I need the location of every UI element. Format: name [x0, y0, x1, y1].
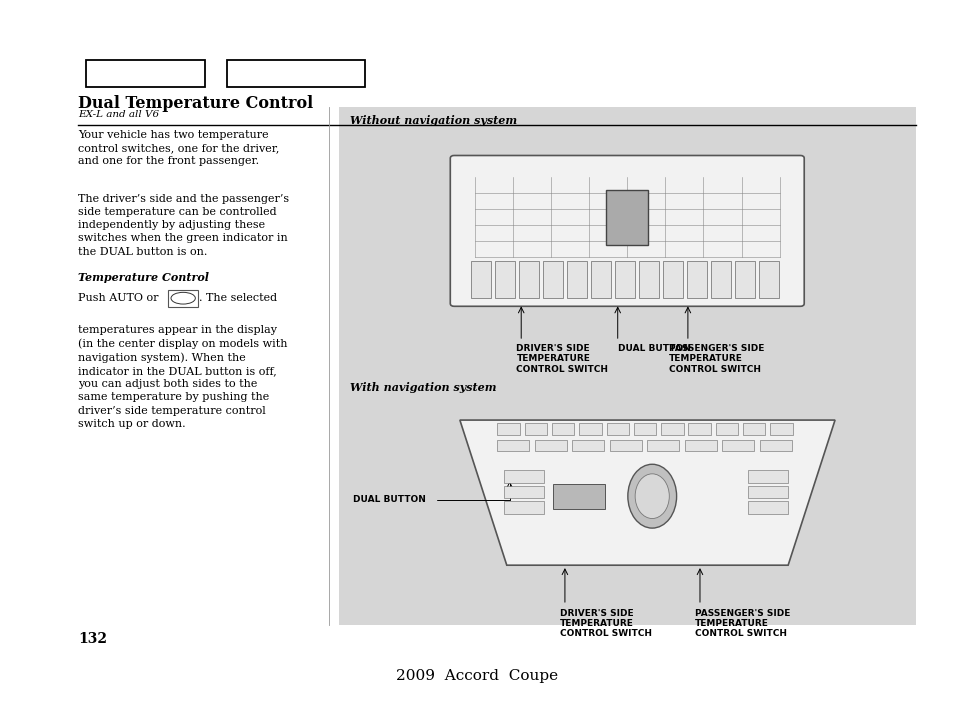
FancyBboxPatch shape	[639, 261, 659, 298]
FancyBboxPatch shape	[591, 261, 610, 298]
FancyBboxPatch shape	[503, 486, 543, 498]
Text: Your vehicle has two temperature
control switches, one for the driver,
and one f: Your vehicle has two temperature control…	[78, 130, 279, 166]
Text: The driver’s side and the passenger’s
side temperature can be controlled
indepen: The driver’s side and the passenger’s si…	[78, 194, 289, 256]
Text: DRIVER'S SIDE
TEMPERATURE
CONTROL SWITCH: DRIVER'S SIDE TEMPERATURE CONTROL SWITCH	[559, 608, 652, 638]
FancyBboxPatch shape	[497, 423, 519, 435]
FancyBboxPatch shape	[747, 486, 787, 498]
FancyBboxPatch shape	[633, 423, 656, 435]
FancyBboxPatch shape	[168, 290, 198, 307]
FancyBboxPatch shape	[721, 439, 754, 451]
Ellipse shape	[635, 474, 669, 518]
FancyBboxPatch shape	[503, 470, 543, 483]
FancyBboxPatch shape	[662, 261, 682, 298]
Text: DRIVER'S SIDE
TEMPERATURE
CONTROL SWITCH: DRIVER'S SIDE TEMPERATURE CONTROL SWITCH	[516, 344, 608, 373]
FancyBboxPatch shape	[524, 423, 546, 435]
Text: DUAL BUTTON: DUAL BUTTON	[618, 344, 690, 353]
Text: Without navigation system: Without navigation system	[350, 115, 517, 126]
Text: EX-L and all V6: EX-L and all V6	[78, 110, 159, 119]
FancyBboxPatch shape	[747, 501, 787, 514]
Text: Temperature Control: Temperature Control	[78, 272, 209, 283]
Text: PASSENGER'S SIDE
TEMPERATURE
CONTROL SWITCH: PASSENGER'S SIDE TEMPERATURE CONTROL SWI…	[695, 608, 790, 638]
Text: 2009  Accord  Coupe: 2009 Accord Coupe	[395, 669, 558, 683]
FancyBboxPatch shape	[684, 439, 716, 451]
FancyBboxPatch shape	[660, 423, 682, 435]
Text: Dual Temperature Control: Dual Temperature Control	[78, 95, 313, 112]
Text: PASSENGER'S SIDE
TEMPERATURE
CONTROL SWITCH: PASSENGER'S SIDE TEMPERATURE CONTROL SWI…	[668, 344, 763, 373]
FancyBboxPatch shape	[759, 261, 778, 298]
FancyBboxPatch shape	[471, 261, 491, 298]
FancyBboxPatch shape	[760, 439, 791, 451]
Text: . The selected: . The selected	[199, 293, 277, 303]
FancyBboxPatch shape	[497, 439, 529, 451]
FancyBboxPatch shape	[552, 484, 604, 509]
FancyBboxPatch shape	[338, 106, 915, 625]
FancyBboxPatch shape	[543, 261, 562, 298]
Ellipse shape	[627, 464, 676, 528]
Text: DUAL BUTTON: DUAL BUTTON	[353, 496, 425, 504]
FancyBboxPatch shape	[609, 439, 641, 451]
FancyBboxPatch shape	[686, 261, 706, 298]
FancyBboxPatch shape	[495, 261, 515, 298]
FancyBboxPatch shape	[572, 439, 603, 451]
Text: Push AUTO or: Push AUTO or	[78, 293, 162, 303]
FancyBboxPatch shape	[552, 423, 574, 435]
FancyBboxPatch shape	[615, 261, 635, 298]
FancyBboxPatch shape	[86, 60, 205, 87]
FancyBboxPatch shape	[227, 60, 365, 87]
FancyBboxPatch shape	[567, 261, 586, 298]
FancyBboxPatch shape	[647, 439, 679, 451]
Text: With navigation system: With navigation system	[350, 382, 497, 393]
FancyBboxPatch shape	[450, 155, 803, 306]
FancyBboxPatch shape	[578, 423, 601, 435]
FancyBboxPatch shape	[518, 261, 538, 298]
FancyBboxPatch shape	[606, 423, 628, 435]
FancyBboxPatch shape	[503, 501, 543, 514]
FancyBboxPatch shape	[710, 261, 730, 298]
FancyBboxPatch shape	[735, 261, 754, 298]
FancyBboxPatch shape	[742, 423, 764, 435]
FancyBboxPatch shape	[715, 423, 738, 435]
FancyBboxPatch shape	[688, 423, 710, 435]
Polygon shape	[459, 420, 834, 565]
FancyBboxPatch shape	[606, 190, 647, 245]
FancyBboxPatch shape	[769, 423, 792, 435]
Text: temperatures appear in the display
(in the center display on models with
navigat: temperatures appear in the display (in t…	[78, 312, 288, 429]
Text: 132: 132	[78, 632, 107, 646]
FancyBboxPatch shape	[535, 439, 566, 451]
FancyBboxPatch shape	[747, 470, 787, 483]
